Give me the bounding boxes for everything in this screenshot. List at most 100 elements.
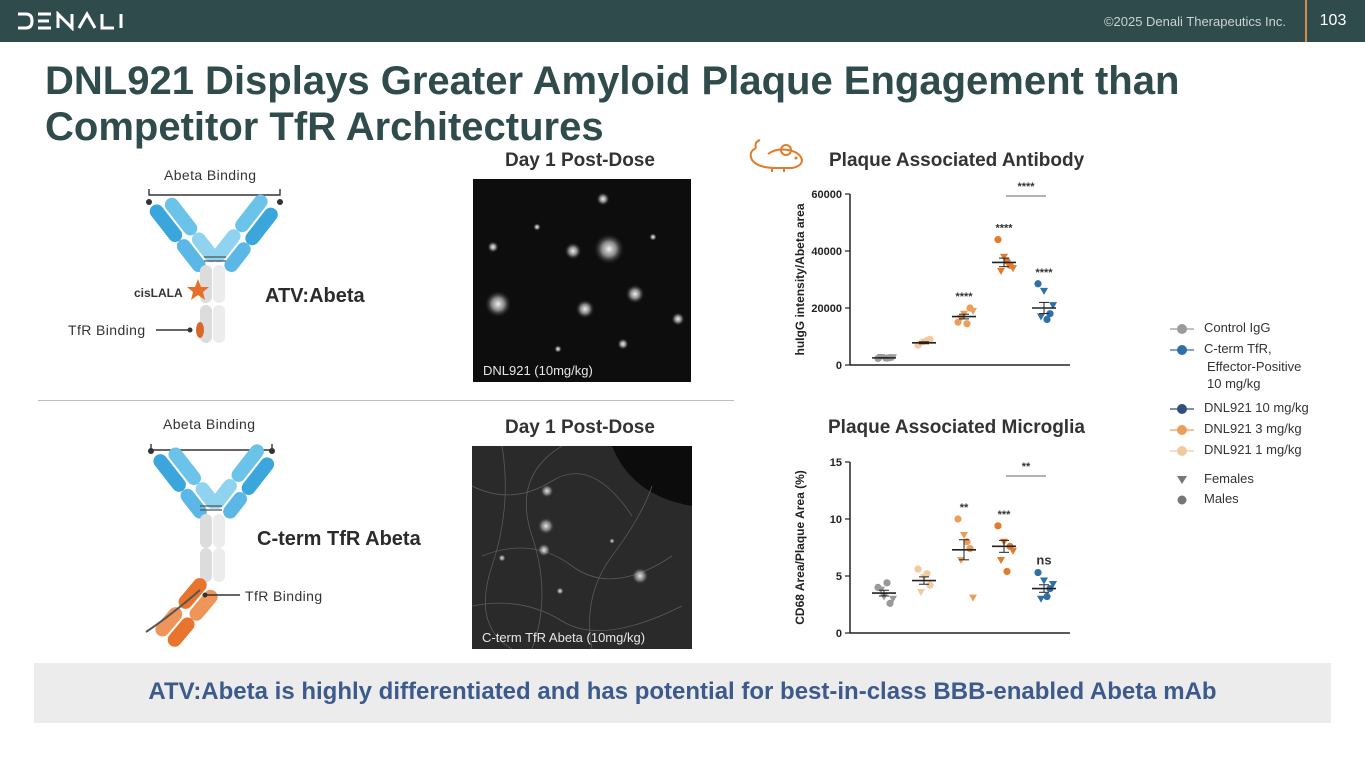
data-point [1000, 253, 1008, 261]
data-point [1037, 595, 1045, 603]
caption-cterm: C-term TfR Abeta (10mg/kg) [482, 630, 646, 645]
atv-abeta-label: ATV:Abeta [265, 285, 365, 307]
data-point [994, 522, 1002, 530]
significance-bracket-label: **** [1017, 181, 1035, 193]
atv-abeta-diagram [60, 165, 390, 355]
y-tick-label: 0 [836, 628, 842, 640]
legend-label-dnl921-10: DNL921 10 mg/kg [1204, 400, 1309, 415]
denali-logo [16, 10, 126, 36]
microscopy-image-dnl921: DNL921 (10mg/kg) [473, 179, 691, 382]
conclusion-text: ATV:Abeta is highly differentiated and h… [148, 678, 1217, 705]
data-point [997, 267, 1005, 275]
legend-label-dnl921-3: DNL921 3 mg/kg [1204, 421, 1302, 436]
legend-item-dnl921-3: DNL921 3 mg/kg [1170, 421, 1302, 436]
cterm-tfr-diagram [60, 420, 390, 660]
plaque-antibody-chart: 0 20000 40000 60000 huIgG intensity/Abeta ar… [793, 181, 1070, 372]
data-point [1034, 568, 1042, 577]
y-tick-label: 60000 [811, 189, 842, 201]
data-point [1046, 310, 1054, 318]
day1-heading-bottom: Day 1 Post-Dose [505, 417, 655, 438]
data-point [966, 545, 974, 553]
significance-bracket-label: ** [1022, 461, 1031, 473]
chart-title-microglia: Plaque Associated Microglia [828, 417, 1085, 438]
significance-label: ** [960, 502, 969, 514]
y-tick-label: 20000 [811, 303, 842, 315]
data-point [1043, 315, 1051, 323]
legend-item-dnl921-1: DNL921 1 mg/kg [1170, 442, 1302, 457]
legend-marker-cterm [1170, 344, 1194, 355]
cislala-label: cisLALA [134, 286, 183, 300]
atv-abeta-antibody-icon [146, 189, 283, 343]
legend-marker-dnl921-3 [1170, 424, 1194, 435]
cterm-tfr-abeta-label: C-term TfR Abeta [257, 528, 421, 550]
legend-marker-control [1170, 323, 1194, 334]
legend-label-control: Control IgG [1204, 320, 1271, 335]
mouse-icon [746, 138, 806, 179]
y-tick-label: 0 [836, 360, 842, 372]
legend-item-control-igg: Control IgG [1170, 320, 1270, 335]
legend-label-males: Males [1204, 491, 1239, 506]
significance-label: **** [995, 223, 1013, 235]
legend-marker-dnl921-1 [1170, 445, 1194, 456]
data-point [969, 307, 977, 315]
legend-item-dnl921-10: DNL921 10 mg/kg [1170, 400, 1309, 415]
data-point [883, 579, 891, 587]
microscopy-image-cterm: C-term TfR Abeta (10mg/kg) [472, 446, 692, 649]
legend-item-males: Males [1170, 491, 1239, 506]
caption-dnl921: DNL921 (10mg/kg) [483, 363, 593, 378]
data-point [1037, 313, 1045, 321]
conclusion-banner [34, 663, 1331, 723]
data-point [1009, 265, 1017, 273]
data-point [926, 581, 934, 589]
data-point [960, 531, 968, 539]
triangle-down-icon [1177, 475, 1187, 484]
header-bar [0, 0, 1365, 42]
slide-title: DNL921 Displays Greater Amyloid Plaque E… [45, 59, 1180, 149]
y-axis-label: CD68 Area/Plaque Area (%) [793, 470, 807, 625]
chart-title-antibody: Plaque Associated Antibody [829, 150, 1085, 171]
data-point [954, 515, 962, 523]
data-point [957, 557, 965, 565]
data-point [917, 588, 925, 596]
significance-label: **** [1035, 267, 1053, 279]
data-point [1049, 580, 1057, 588]
data-point [880, 593, 888, 601]
cterm-tfr-antibody-icon [145, 444, 275, 647]
data-point [1049, 302, 1057, 310]
tfr-binding-label-top: TfR Binding [68, 322, 146, 338]
data-point [954, 318, 962, 326]
legend-label-cterm: C-term TfR, [1204, 341, 1272, 356]
legend-item-cterm-line3: 10 mg/kg [1207, 376, 1261, 391]
tfr-binding-label-bottom: TfR Binding [245, 588, 323, 604]
data-point [1003, 567, 1011, 576]
legend-label-dnl921-1: DNL921 1 mg/kg [1204, 442, 1302, 457]
data-point [1034, 280, 1042, 288]
y-tick-label: 5 [836, 571, 842, 583]
data-point [963, 320, 971, 328]
data-point [1009, 547, 1017, 555]
panel-divider [38, 400, 734, 401]
significance-label: **** [955, 291, 973, 303]
y-tick-label: 10 [830, 514, 842, 526]
y-tick-label: 15 [830, 457, 842, 469]
legend-marker-dnl921-10 [1170, 403, 1194, 414]
legend-item-females: Females [1170, 471, 1254, 486]
legend-item-cterm: C-term TfR, [1170, 341, 1272, 356]
page-number-separator [1305, 0, 1307, 42]
data-point [1040, 577, 1048, 585]
legend-label-females: Females [1204, 471, 1254, 486]
data-point [969, 594, 977, 602]
legend-item-cterm-line2: Effector-Positive [1207, 359, 1302, 374]
significance-label: *** [998, 509, 1012, 521]
data-point [914, 565, 922, 573]
data-point [994, 236, 1002, 244]
y-tick-label: 40000 [811, 246, 842, 258]
data-point [923, 570, 931, 578]
data-point [1043, 592, 1051, 601]
abeta-binding-label-bottom: Abeta Binding [163, 416, 256, 432]
abeta-binding-label-top: Abeta Binding [164, 167, 257, 183]
y-axis-label: huIgG intensity/Abeta area [793, 203, 807, 355]
data-point [889, 595, 897, 603]
circle-icon [1177, 495, 1187, 505]
